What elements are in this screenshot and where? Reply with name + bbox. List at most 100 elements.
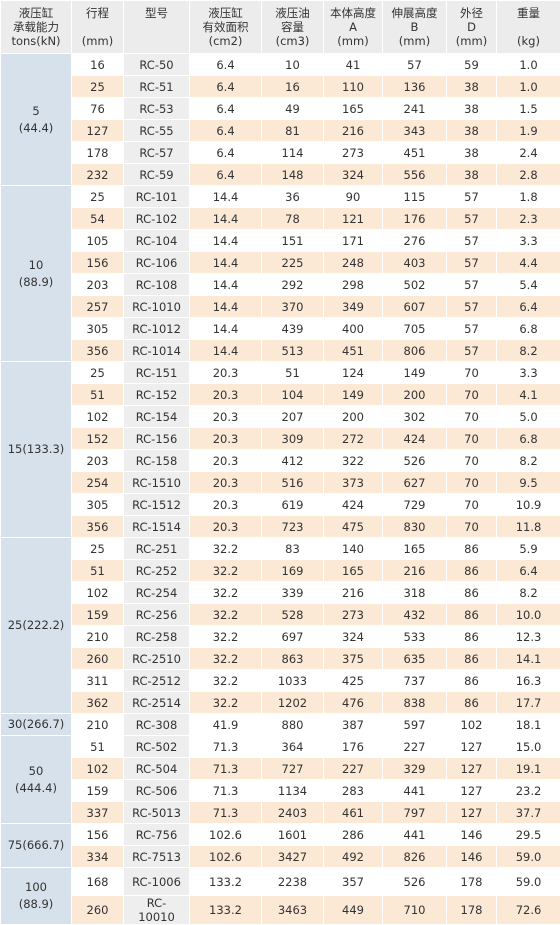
weight-cell: 6.8 [497,318,560,340]
extended-height-cell: 502 [383,274,447,296]
capacity-line: (88.9) [1,274,71,291]
area-cell: 102.6 [190,846,262,868]
body-height-cell: 476 [324,692,383,714]
oil-capacity-cell: 412 [262,450,324,472]
column-header-line: 承载能力 [1,20,71,34]
weight-cell: 5.4 [497,274,560,296]
capacity-cell: 50(444.4) [1,736,72,824]
outer-diameter-cell: 57 [447,230,497,252]
oil-capacity-cell: 78 [262,208,324,230]
oil-capacity-cell: 81 [262,120,324,142]
capacity-line: 15(133.3) [1,441,71,458]
model-cell: RC-2512 [124,670,190,692]
weight-cell: 59.0 [497,868,560,896]
area-cell: 71.3 [190,758,262,780]
stroke-cell: 168 [72,868,124,896]
column-header-line: tons(kN) [1,34,71,48]
area-cell: 14.4 [190,340,262,362]
column-header-line: (kg) [497,34,560,48]
stroke-cell: 102 [72,758,124,780]
area-cell: 71.3 [190,780,262,802]
weight-cell: 4.1 [497,384,560,406]
extended-height-cell: 737 [383,670,447,692]
capacity-cell: 15(133.3) [1,362,72,538]
outer-diameter-cell: 86 [447,626,497,648]
oil-capacity-cell: 16 [262,76,324,98]
area-cell: 71.3 [190,736,262,758]
outer-diameter-cell: 59 [447,54,497,76]
body-height-cell: 90 [324,186,383,208]
model-cell: RC-10010 [124,896,190,925]
body-height-cell: 475 [324,516,383,538]
capacity-line: 25(222.2) [1,617,71,634]
extended-height-cell: 343 [383,120,447,142]
model-cell: RC-5013 [124,802,190,824]
model-cell: RC-106 [124,252,190,274]
outer-diameter-cell: 38 [447,76,497,98]
model-cell: RC-57 [124,142,190,164]
model-cell: RC-256 [124,604,190,626]
column-header-line [497,20,560,34]
oil-capacity-cell: 10 [262,54,324,76]
weight-cell: 1.0 [497,54,560,76]
area-cell: 6.4 [190,54,262,76]
stroke-cell: 159 [72,604,124,626]
oil-capacity-cell: 51 [262,362,324,384]
outer-diameter-cell: 146 [447,824,497,846]
weight-cell: 9.5 [497,472,560,494]
extended-height-cell: 165 [383,538,447,560]
stroke-cell: 25 [72,538,124,560]
outer-diameter-cell: 57 [447,318,497,340]
body-height-cell: 286 [324,824,383,846]
weight-cell: 2.4 [497,142,560,164]
stroke-cell: 203 [72,274,124,296]
extended-height-cell: 826 [383,846,447,868]
stroke-cell: 51 [72,736,124,758]
body-height-cell: 216 [324,120,383,142]
stroke-cell: 356 [72,516,124,538]
outer-diameter-cell: 57 [447,208,497,230]
oil-capacity-cell: 2403 [262,802,324,824]
area-cell: 14.4 [190,274,262,296]
column-header-line: 液压缸 [190,6,261,20]
model-cell: RC-258 [124,626,190,648]
stroke-cell: 25 [72,362,124,384]
weight-cell: 1.8 [497,186,560,208]
body-height-cell: 171 [324,230,383,252]
oil-capacity-cell: 1601 [262,824,324,846]
oil-capacity-cell: 292 [262,274,324,296]
stroke-cell: 102 [72,406,124,428]
weight-cell: 3.3 [497,230,560,252]
stroke-cell: 257 [72,296,124,318]
extended-height-cell: 200 [383,384,447,406]
stroke-cell: 232 [72,164,124,186]
stroke-cell: 54 [72,208,124,230]
area-cell: 14.4 [190,230,262,252]
oil-capacity-cell: 207 [262,406,324,428]
weight-cell: 19.1 [497,758,560,780]
model-cell: RC-252 [124,560,190,582]
body-height-cell: 216 [324,582,383,604]
body-height-cell: 349 [324,296,383,318]
extended-height-cell: 241 [383,98,447,120]
stroke-cell: 105 [72,230,124,252]
outer-diameter-cell: 86 [447,604,497,626]
model-cell: RC-254 [124,582,190,604]
model-cell: RC-151 [124,362,190,384]
extended-height-cell: 302 [383,406,447,428]
area-cell: 6.4 [190,164,262,186]
extended-height-cell: 627 [383,472,447,494]
stroke-cell: 16 [72,54,124,76]
extended-height-cell: 115 [383,186,447,208]
model-cell: RC-53 [124,98,190,120]
outer-diameter-cell: 70 [447,494,497,516]
outer-diameter-cell: 86 [447,538,497,560]
